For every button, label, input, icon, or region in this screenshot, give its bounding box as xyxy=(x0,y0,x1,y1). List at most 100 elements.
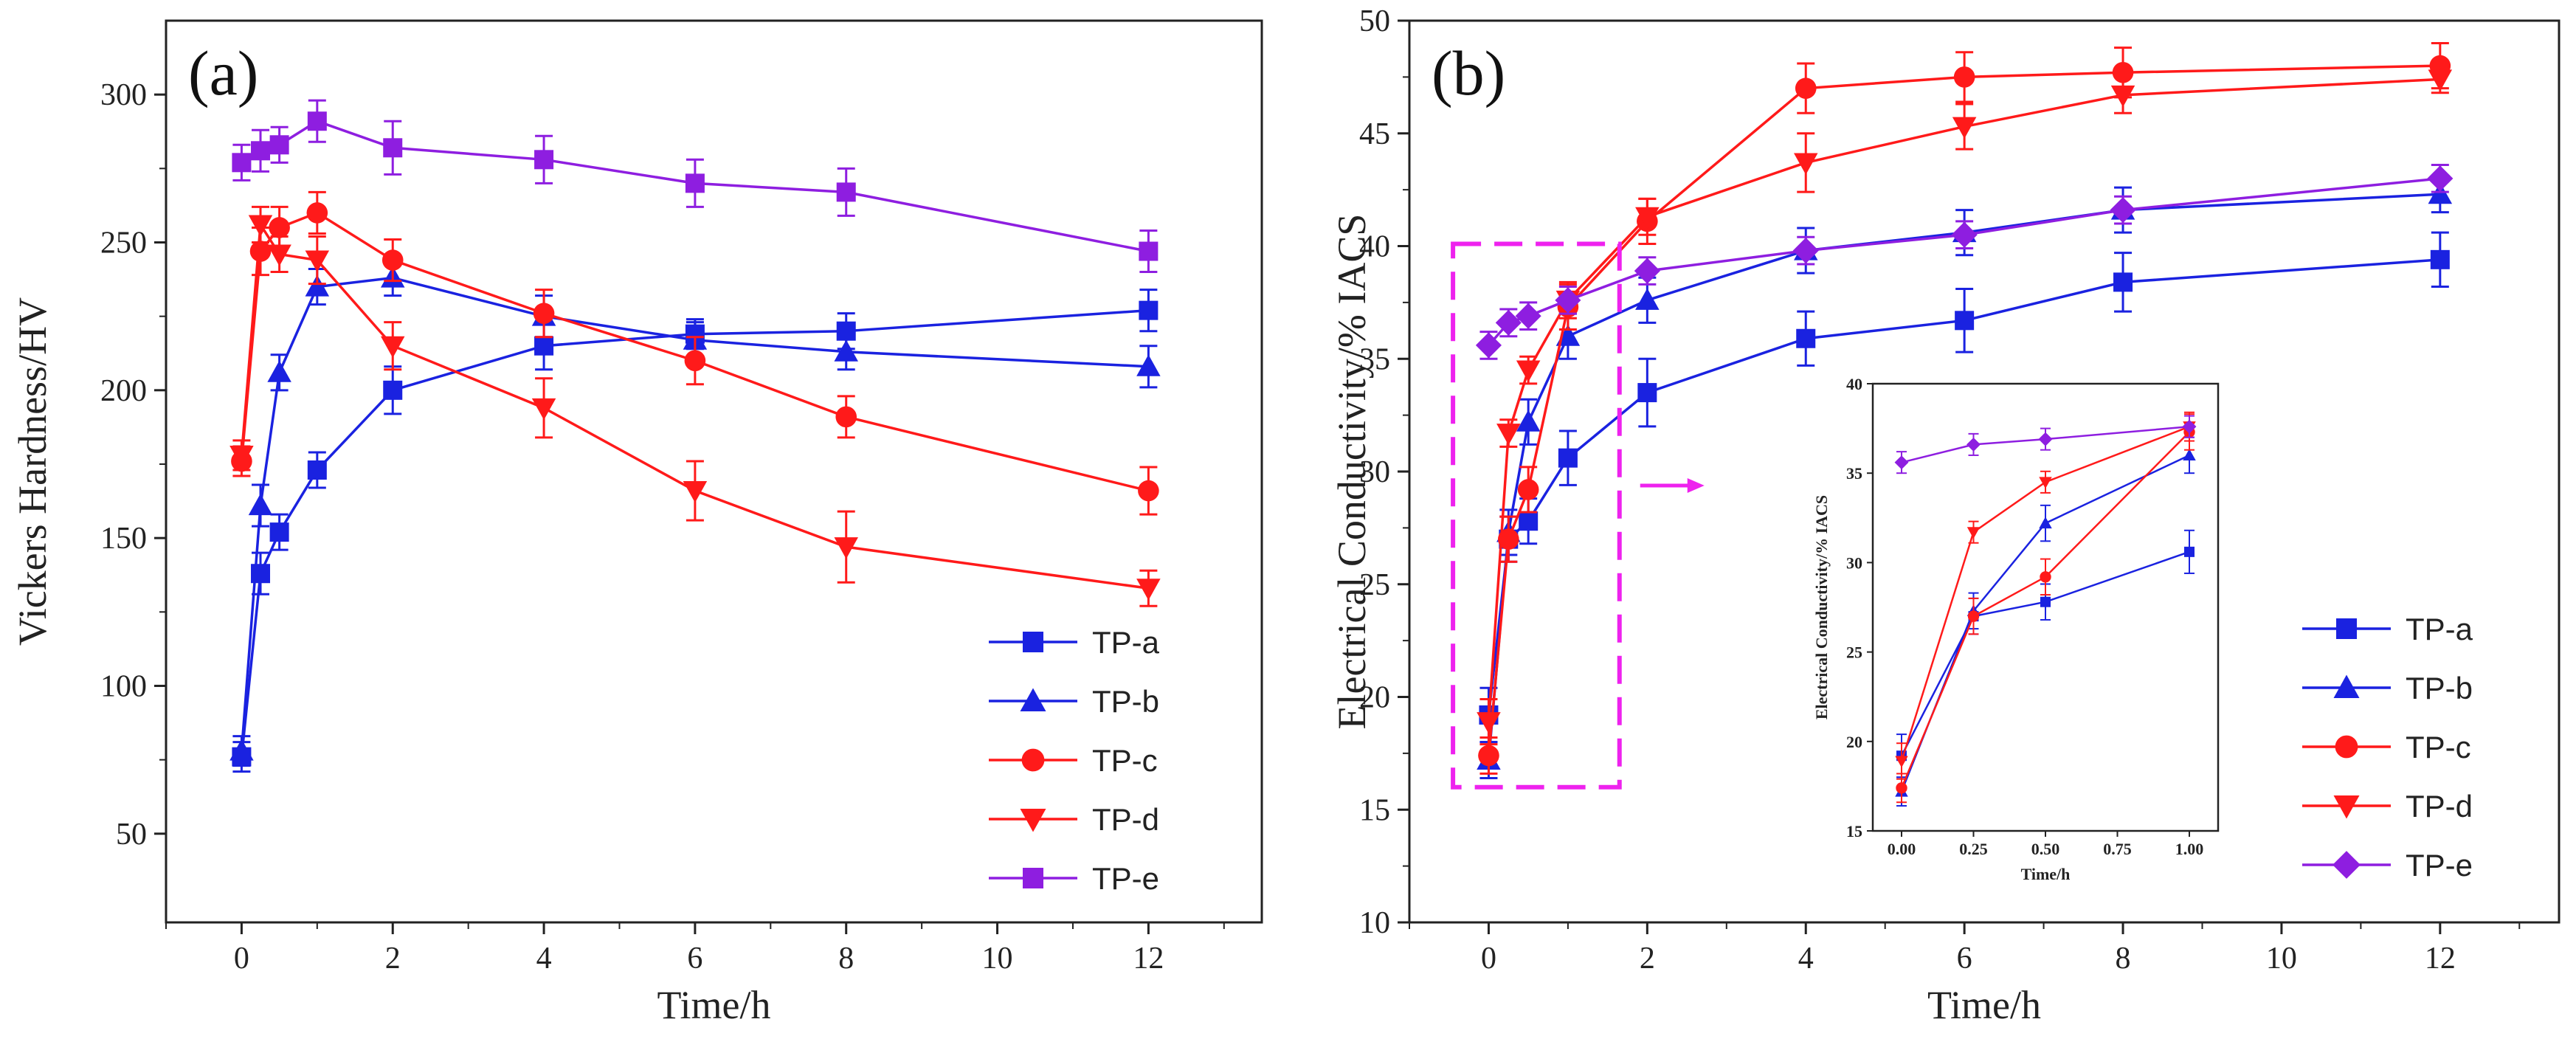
y-tick-label: 20 xyxy=(1359,681,1390,715)
inset-y-tick-label: 40 xyxy=(1846,375,1862,393)
data-point xyxy=(2113,272,2133,292)
data-point xyxy=(267,244,291,266)
data-point xyxy=(232,153,252,173)
y-axis-title: Vickers Hardness/HV xyxy=(10,297,55,646)
y-tick-label: 50 xyxy=(116,818,147,852)
data-point xyxy=(2430,249,2450,269)
legend-label: TP-c xyxy=(2406,730,2471,764)
inset-data-point xyxy=(2040,571,2051,583)
legend-label: TP-e xyxy=(1092,861,1159,896)
x-tick-label: 8 xyxy=(838,942,854,976)
y-tick-label: 150 xyxy=(100,522,147,556)
data-point xyxy=(269,217,290,238)
y-tick-label: 10 xyxy=(1359,906,1390,940)
inset-series-tp-c xyxy=(1896,413,2195,804)
data-point xyxy=(1951,221,1978,248)
inset-data-point xyxy=(2183,449,2196,460)
data-point xyxy=(1138,480,1159,502)
y-tick-label: 100 xyxy=(100,669,147,703)
data-point xyxy=(2110,85,2135,108)
data-point xyxy=(684,350,706,372)
inset-chart: 0.00 0.25 0.50 0.75 1.00 15 20 25 30 35 40 Time/h El… xyxy=(1812,375,2220,883)
inset-data-point xyxy=(1894,455,1909,470)
y-axis-title: Electrical Conductivity/% IACS xyxy=(1330,214,1374,730)
data-point xyxy=(835,406,857,428)
legend-marker xyxy=(1021,748,1045,772)
inset-x-tick-label: 0.00 xyxy=(1888,840,1916,858)
data-point xyxy=(1953,66,1975,88)
y-tick-label: 15 xyxy=(1359,793,1390,827)
x-tick-label: 10 xyxy=(2266,942,2297,976)
legend-label: TP-d xyxy=(1092,802,1159,837)
data-point xyxy=(248,215,273,237)
data-point xyxy=(269,522,289,542)
inset-x-tick-label: 1.00 xyxy=(2175,840,2204,858)
legend-label: TP-a xyxy=(1092,625,1160,660)
data-point xyxy=(834,537,858,559)
inset-y-tick-label: 30 xyxy=(1846,553,1862,572)
legend: TP-a TP-b TP-c TP-d TP-e xyxy=(2302,612,2473,883)
data-point xyxy=(1475,332,1502,359)
data-point xyxy=(306,202,328,224)
x-tick-label: 12 xyxy=(2425,942,2456,976)
y-tick-label: 30 xyxy=(1359,455,1390,489)
inset-x-tick-label: 0.50 xyxy=(2031,840,2060,858)
inset-data-point xyxy=(2182,419,2197,434)
data-point xyxy=(248,493,273,516)
x-tick-label: 6 xyxy=(687,942,702,976)
inset-x-tick-label: 0.25 xyxy=(1959,840,1988,858)
y-tick-label: 300 xyxy=(100,78,147,112)
legend-label: TP-a xyxy=(2406,612,2473,646)
data-point xyxy=(1635,288,1660,310)
data-point xyxy=(1498,528,1519,550)
inset-series-tp-e xyxy=(1894,415,2197,474)
data-point xyxy=(1496,424,1521,446)
plot-frame xyxy=(165,19,1263,924)
data-point xyxy=(1139,241,1158,261)
inset-y-tick-label: 15 xyxy=(1846,822,1862,840)
data-point xyxy=(381,249,404,271)
data-point xyxy=(836,182,856,202)
x-axis-title: Time/h xyxy=(657,983,770,1027)
data-point xyxy=(1516,360,1541,382)
data-point xyxy=(2110,197,2136,224)
data-point xyxy=(1136,579,1161,601)
data-point xyxy=(2428,69,2453,92)
inset-data-point xyxy=(2039,477,2052,489)
inset-series-line xyxy=(1900,550,2190,756)
data-point xyxy=(1793,153,1818,175)
y-tick-label: 25 xyxy=(1359,568,1390,602)
inset-data-point xyxy=(1895,756,1908,768)
data-point xyxy=(534,336,554,356)
x-tick-label: 2 xyxy=(1640,942,1655,976)
data-point xyxy=(383,380,403,400)
x-tick-label: 8 xyxy=(2116,942,2131,976)
legend-label: TP-c xyxy=(1092,743,1158,778)
data-point xyxy=(1792,238,1819,264)
x-tick-label: 4 xyxy=(1798,942,1814,976)
x-axis-title: Time/h xyxy=(1927,983,2041,1027)
legend-label: TP-b xyxy=(2406,671,2473,705)
inset-data-point xyxy=(1966,527,1981,539)
series-tp-d xyxy=(229,205,1161,607)
data-point xyxy=(1634,258,1660,284)
panel-label: (a) xyxy=(188,38,258,108)
y-tick-label: 45 xyxy=(1359,117,1390,151)
zoom-highlight-box xyxy=(1451,241,1622,790)
data-point xyxy=(1952,117,1977,139)
legend-label: TP-d xyxy=(2406,789,2473,824)
data-point xyxy=(1635,207,1660,229)
zoom-arrow-head xyxy=(1687,478,1705,493)
panel-label: (b) xyxy=(1432,38,1505,108)
data-point xyxy=(307,460,327,480)
y-tick-label: 35 xyxy=(1359,342,1390,376)
panel-a-hardness-chart: 0 2 4 6 8 10 12 50 100 150 200 250 300 Time/h Vickers … xyxy=(10,19,1263,1027)
legend-marker xyxy=(1023,632,1043,652)
data-point xyxy=(307,111,327,131)
inset-y-tick-label: 25 xyxy=(1846,643,1862,662)
data-point xyxy=(1515,303,1541,329)
inset-y-axis-title: Electrical Conductivity/% IACS xyxy=(1812,495,1831,719)
data-point xyxy=(1477,712,1501,734)
data-point xyxy=(269,135,289,155)
